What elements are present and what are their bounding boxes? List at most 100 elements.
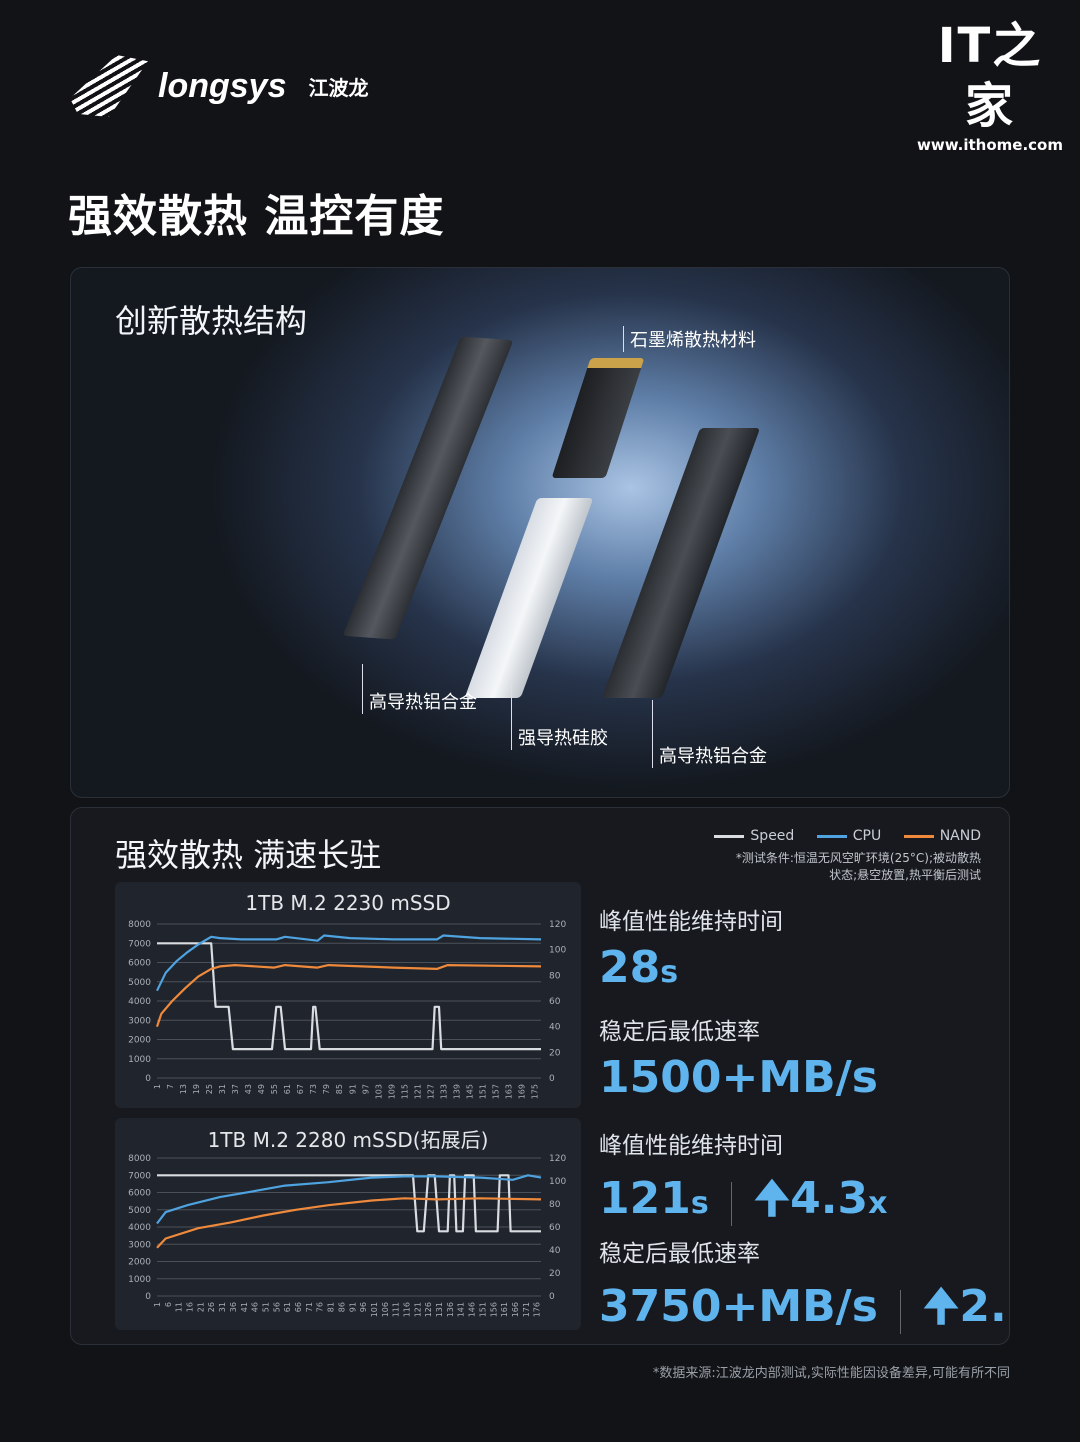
y-tick-left: 6000: [128, 1189, 151, 1199]
x-tick: 43: [244, 1084, 253, 1094]
x-tick: 26: [207, 1302, 216, 1312]
performance-panel: 强效散热 满速长驻 Speed CPU NAND *测试条件:恒温无风空旷环境(…: [70, 807, 1010, 1345]
silicone-pad: [464, 498, 594, 698]
x-tick: 6: [164, 1302, 173, 1307]
x-tick: 116: [402, 1302, 411, 1317]
x-tick: 41: [240, 1302, 249, 1312]
x-tick: 1: [153, 1302, 162, 1307]
y-tick-right: 80: [549, 1200, 561, 1210]
series-nand: [155, 964, 542, 1028]
x-tick: 31: [218, 1084, 227, 1094]
x-tick: 61: [283, 1084, 292, 1094]
legend-nand: NAND: [903, 828, 981, 844]
x-tick: 163: [504, 1084, 513, 1099]
arrow-up-icon: 🠉: [753, 1173, 791, 1224]
y-tick-left: 7000: [128, 1171, 151, 1181]
y-tick-right: 40: [549, 1023, 561, 1033]
y-tick-right: 20: [549, 1048, 561, 1058]
test-condition-note: *测试条件:恒温无风空旷环境(25°C);被动散热 状态;悬空放置,热平衡后测试: [735, 851, 981, 882]
right-aluminum-shell: [601, 428, 761, 698]
structure-panel: 创新散热结构 石墨烯散热材料 高导热铝合金 强导热硅胶 高导热铝合金: [70, 267, 1010, 798]
x-tick: 86: [337, 1302, 346, 1312]
x-tick: 136: [446, 1302, 455, 1317]
chart-legend: Speed CPU NAND *测试条件:恒温无风空旷环境(25°C);被动散热…: [696, 828, 981, 884]
x-tick: 56: [272, 1302, 281, 1312]
y-tick-left: 4000: [128, 997, 151, 1007]
x-tick: 169: [517, 1084, 526, 1099]
x-tick: 49: [257, 1084, 266, 1094]
x-tick: 157: [491, 1084, 500, 1099]
y-tick-right: 120: [549, 920, 566, 930]
stat-2230-min-speed: 稳定后最低速率 1500+MB/s: [599, 1019, 878, 1103]
callout-graphene: 石墨烯散热材料: [623, 326, 756, 352]
y-tick-left: 5000: [128, 1206, 151, 1216]
x-tick: 109: [387, 1084, 396, 1099]
x-tick: 7: [166, 1084, 175, 1089]
x-tick: 73: [309, 1084, 318, 1094]
x-tick: 175: [530, 1084, 539, 1099]
y-tick-left: 1000: [128, 1275, 151, 1285]
legend-speed: Speed: [714, 828, 794, 844]
y-tick-right: 80: [549, 971, 561, 981]
series-speed: [157, 1174, 541, 1233]
y-tick-right: 60: [549, 997, 561, 1007]
x-tick: 141: [457, 1302, 466, 1317]
y-tick-right: 120: [549, 1154, 566, 1164]
x-tick: 139: [452, 1084, 461, 1099]
x-tick: 126: [424, 1302, 433, 1317]
x-tick: 96: [359, 1302, 368, 1312]
y-tick-left: 7000: [128, 939, 151, 949]
x-tick: 79: [322, 1084, 331, 1094]
brand-name: longsys: [158, 66, 287, 105]
y-tick-left: 3000: [128, 1016, 151, 1026]
x-tick: 91: [348, 1084, 357, 1094]
x-tick: 31: [218, 1302, 227, 1312]
chart-title: 1TB M.2 2230 mSSD: [245, 891, 450, 915]
x-tick: 106: [381, 1302, 390, 1317]
left-aluminum-shell: [342, 336, 514, 640]
x-tick: 146: [468, 1302, 477, 1317]
x-tick: 46: [251, 1302, 260, 1312]
logo-wing-icon: [70, 55, 148, 117]
y-tick-left: 8000: [128, 920, 151, 930]
x-tick: 121: [413, 1084, 422, 1099]
x-tick: 51: [261, 1302, 270, 1312]
footnote: *数据来源:江波龙内部测试,实际性能因设备差异,可能有所不同: [652, 1366, 1010, 1381]
arrow-up-icon: 🠉: [922, 1281, 960, 1332]
y-tick-left: 6000: [128, 959, 151, 969]
x-tick: 81: [327, 1302, 336, 1312]
performance-title: 强效散热 满速长驻: [115, 836, 382, 874]
series-nand: [156, 1197, 542, 1249]
x-tick: 19: [192, 1084, 201, 1094]
x-tick: 156: [489, 1302, 498, 1317]
y-tick-left: 2000: [128, 1036, 151, 1046]
callout-aluminum-right: 高导热铝合金: [652, 700, 767, 768]
page-title: 强效散热 温控有度: [68, 191, 445, 242]
x-tick: 115: [400, 1084, 409, 1099]
y-tick-right: 20: [549, 1269, 561, 1279]
x-tick: 103: [374, 1084, 383, 1099]
callout-aluminum-left: 高导热铝合金: [362, 664, 477, 714]
x-tick: 66: [294, 1302, 303, 1312]
x-tick: 131: [435, 1302, 444, 1317]
x-tick: 37: [231, 1084, 240, 1094]
y-tick-right: 100: [549, 1177, 566, 1187]
x-tick: 85: [335, 1084, 344, 1094]
series-cpu: [156, 1174, 542, 1225]
legend-cpu: CPU: [816, 828, 881, 844]
x-tick: 127: [426, 1084, 435, 1099]
chart-title: 1TB M.2 2280 mSSD(拓展后): [208, 1128, 489, 1152]
y-tick-right: 0: [549, 1074, 555, 1084]
chart-2230: 1TB M.2 2230 mSSD 0 1000 2000 3000 4000 5000 60…: [115, 882, 581, 1108]
x-tick: 36: [229, 1302, 238, 1312]
x-tick: 21: [196, 1302, 205, 1312]
ssd-module: [551, 358, 645, 478]
x-tick: 101: [370, 1302, 379, 1317]
stat-2280-peak-time: 峰值性能维持时间 121 s 🠉 4.3 x: [599, 1126, 887, 1241]
callout-silicone: 强导热硅胶: [511, 678, 608, 750]
structure-title: 创新散热结构: [115, 302, 308, 340]
stat-2280-min-speed: 稳定后最低速率 3750+MB/s🠉2.5x: [599, 1234, 1009, 1344]
stat-2230-peak-time: 峰值性能维持时间 28 s: [599, 909, 783, 993]
ithome-url: www.ithome.com: [917, 136, 1063, 154]
y-tick-left: 5000: [128, 978, 151, 988]
